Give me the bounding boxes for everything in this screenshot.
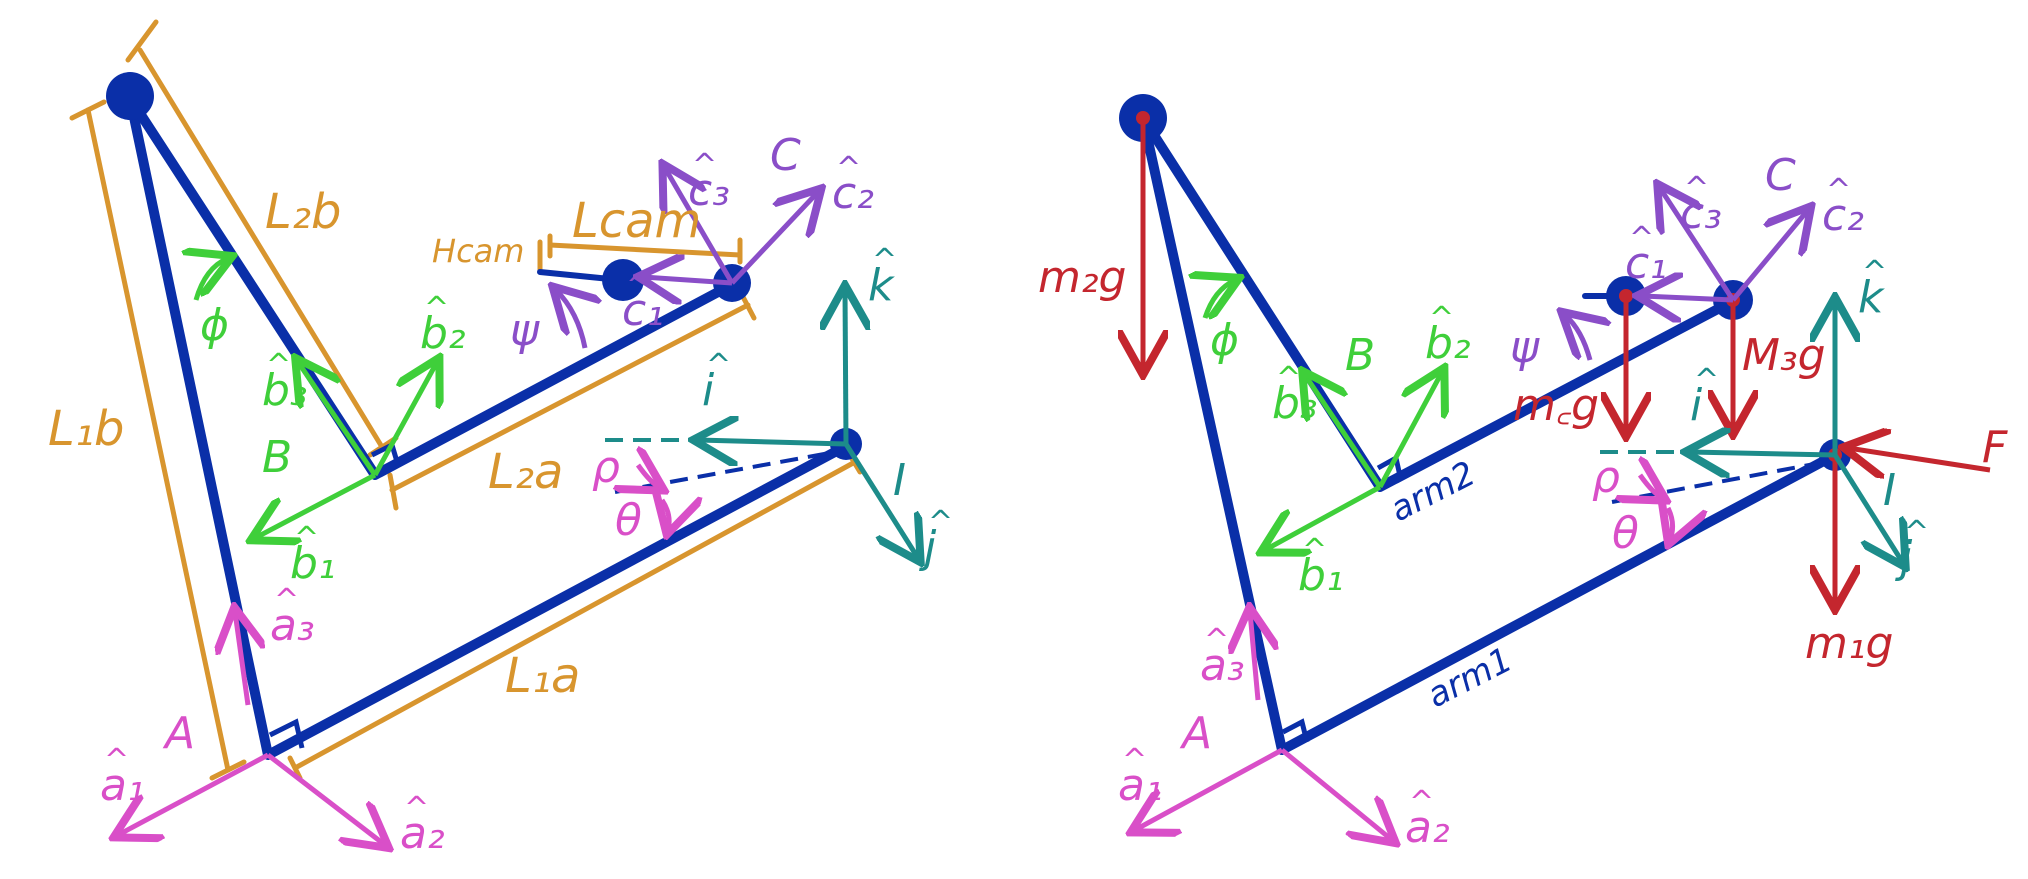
unit-vector-hat: ^: [266, 348, 291, 383]
label-a3: a₃: [270, 600, 315, 651]
frame-b-vectors: [1205, 280, 1442, 550]
label-a1: a₁: [1118, 760, 1163, 811]
unit-vector-hat: ^: [1862, 255, 1887, 290]
unit-vector-hat: ^: [1684, 171, 1709, 206]
label-b1: b₁: [1298, 550, 1344, 601]
label-c2: c₂: [1822, 190, 1864, 241]
label-frame-c: C: [1765, 150, 1796, 201]
label-theta: θ: [1612, 508, 1639, 559]
unit-vector-hat: ^: [872, 243, 897, 278]
label-lcam: Lcam: [572, 193, 701, 249]
unit-vector-hat: ^: [104, 743, 129, 778]
unit-vector-hat: ^: [1629, 221, 1654, 256]
label-c1: c₁: [622, 285, 664, 336]
label-frame-b: B: [1345, 330, 1375, 381]
label-i: i: [702, 365, 715, 416]
right-angle-mark: [268, 718, 305, 749]
right-diagram: arm1 arm2 m₂g m꜀g M₃g m₁g F A B C I a₁ a…: [1038, 94, 2008, 853]
unit-vector-hat: ^: [1302, 533, 1327, 568]
label-frame-i: I: [893, 455, 906, 506]
unit-vector-hat: ^: [1826, 173, 1851, 208]
label-c2: c₂: [832, 168, 874, 219]
angle-arcs-i: [638, 465, 669, 530]
unit-vector-hat: ^: [1904, 515, 1929, 550]
unit-vector-hat: ^: [294, 521, 319, 556]
label-a3: a₃: [1200, 640, 1245, 691]
unit-vector-hat: ^: [1429, 301, 1454, 336]
unit-vector-hat: ^: [706, 348, 731, 383]
frame-a-vectors: [1135, 612, 1392, 840]
label-k: k: [1858, 272, 1885, 323]
unit-vector-hat: ^: [692, 148, 717, 183]
force-point-camera: [1619, 289, 1633, 303]
left-diagram: L₁b L₂b L₂a L₁a Lcam Hcam A B C I a₁ a₂ …: [48, 19, 953, 859]
label-b2: b₂: [1425, 318, 1471, 369]
frame-b-vectors: [196, 258, 437, 538]
label-rho: ρ: [1592, 452, 1620, 503]
label-l1a: L₁a: [505, 648, 580, 704]
label-psi: ψ: [1510, 322, 1540, 373]
unit-vector-hat: ^: [1122, 743, 1147, 778]
label-i: i: [1690, 380, 1703, 431]
label-theta: θ: [615, 495, 642, 546]
frame-c-vectors: [1565, 188, 1808, 361]
label-a2: a₂: [400, 808, 445, 859]
label-frame-a: A: [1179, 708, 1212, 759]
label-b3: b₃: [262, 365, 308, 416]
label-k: k: [868, 260, 895, 311]
label-m3g: M₃g: [1742, 330, 1826, 381]
frame-a-vectors: [118, 612, 385, 845]
unit-vector-hat: ^: [1276, 361, 1301, 396]
unit-vector-hat: ^: [274, 583, 299, 618]
force-vectors: [1143, 118, 1991, 605]
label-b2: b₂: [420, 308, 466, 359]
label-c3: c₃: [688, 165, 730, 216]
label-rho: ρ: [592, 442, 620, 493]
label-l2a: L₂a: [488, 444, 563, 500]
frame-c-vectors: [556, 168, 818, 349]
label-m2g: m₂g: [1038, 252, 1126, 303]
force-point-shoulder: [1136, 111, 1150, 125]
label-phi: ϕ: [200, 300, 229, 351]
label-frame-i: I: [1883, 465, 1896, 516]
label-frame-a: A: [162, 708, 195, 759]
unit-vector-hat: ^: [928, 505, 953, 540]
label-l2b: L₂b: [265, 184, 341, 240]
label-mcg: m꜀g: [1513, 380, 1599, 431]
label-c1: c₁: [1625, 238, 1667, 289]
label-b1: b₁: [290, 538, 336, 589]
angle-arcs-i: [1640, 475, 1673, 540]
label-j: j: [919, 522, 937, 573]
unit-vector-hat: ^: [1204, 623, 1229, 658]
label-a1: a₁: [100, 760, 145, 811]
label-force-f: F: [1982, 422, 2008, 473]
right-angle-mark: [1281, 718, 1310, 743]
shoulder-joint: [106, 72, 154, 120]
unit-vector-hat: ^: [1694, 363, 1719, 398]
unit-vector-hat: ^: [626, 268, 651, 303]
unit-vector-hat: ^: [404, 791, 429, 826]
label-a2: a₂: [1405, 802, 1450, 853]
label-frame-c: C: [770, 130, 801, 181]
unit-vector-hat: ^: [424, 291, 449, 326]
label-hcam: Hcam: [432, 232, 524, 270]
label-l1b: L₁b: [48, 401, 124, 457]
arm-links: [125, 93, 853, 760]
label-c3: c₃: [1680, 188, 1722, 239]
unit-vector-hat: ^: [1409, 785, 1434, 820]
label-phi: ϕ: [1210, 315, 1239, 366]
label-b3: b₃: [1272, 378, 1318, 429]
frame-i-vectors: [698, 290, 918, 558]
label-j: j: [1895, 532, 1913, 583]
label-frame-b: B: [262, 432, 292, 483]
label-m1g: m₁g: [1805, 618, 1893, 669]
unit-vector-hat: ^: [836, 151, 861, 186]
label-psi: ψ: [510, 305, 540, 356]
frame-i-vectors: [1690, 302, 1903, 563]
